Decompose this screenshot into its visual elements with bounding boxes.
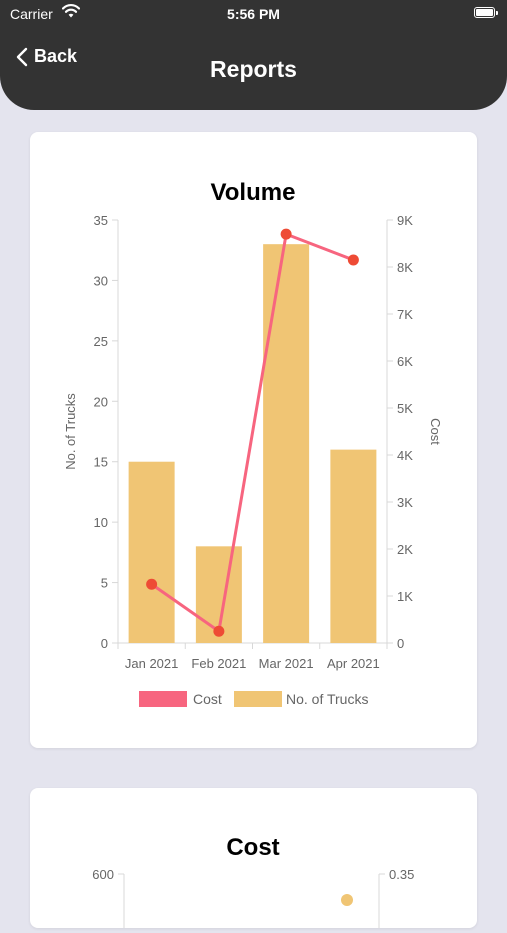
point-cost [146, 578, 158, 590]
x-axis-tick-label: Feb 2021 [191, 656, 246, 671]
right-axis-tick-label: 5K [397, 401, 413, 416]
chevron-left-icon [16, 47, 28, 66]
x-axis-tick-label: Jan 2021 [125, 656, 179, 671]
line-cost [150, 232, 354, 633]
right-axis-tick-label: 3K [397, 495, 413, 510]
back-label: Back [34, 46, 78, 66]
battery-icon [474, 7, 498, 18]
volume-chart: Volume 0 5 10 15 20 25 30 35 No. of Trucks 0 1K 2K 3K… [63, 179, 443, 707]
right-axis-tick-label: 2K [397, 542, 413, 557]
page-title: Reports [210, 56, 297, 82]
left-axis-tick-label: 600 [92, 867, 114, 882]
chart-point [341, 894, 353, 906]
right-axis-label: Cost [428, 418, 443, 445]
legend-label-trucks: No. of Trucks [286, 691, 368, 707]
bar-trucks [128, 461, 175, 643]
carrier-label: Carrier [10, 6, 53, 22]
right-axis-tick-label: 6K [397, 354, 413, 369]
left-axis-label: No. of Trucks [63, 393, 78, 470]
right-axis-tick-label: 0.35 [389, 867, 414, 882]
left-axis-tick-label: 25 [94, 334, 108, 349]
chart-title: Cost [226, 834, 279, 861]
wifi-icon [62, 4, 80, 18]
legend-swatch-trucks [234, 691, 282, 707]
right-axis-tick-label: 1K [397, 589, 413, 604]
volume-chart-card: Volume 0 5 10 15 20 25 30 35 No. of Trucks 0 1K 2K 3K… [30, 132, 477, 748]
x-axis-tick-label: Mar 2021 [259, 656, 314, 671]
bar-trucks [330, 449, 377, 643]
right-axis-tick-label: 0 [397, 636, 404, 651]
left-axis-tick-label: 0 [101, 636, 108, 651]
right-axis-tick-label: 8K [397, 260, 413, 275]
back-button[interactable]: Back [16, 46, 77, 67]
x-axis-tick-label: Apr 2021 [327, 656, 380, 671]
status-time: 5:56 PM [227, 6, 280, 22]
right-axis-tick-label: 7K [397, 307, 413, 322]
right-axis-tick-label: 4K [397, 448, 413, 463]
left-axis-tick-label: 5 [101, 576, 108, 591]
left-axis-tick-label: 15 [94, 455, 108, 470]
left-axis-tick-label: 35 [94, 213, 108, 228]
legend-label-cost: Cost [193, 691, 222, 707]
cost-chart-card: Cost 600 0.35 [30, 788, 477, 928]
left-axis-tick-label: 10 [94, 515, 108, 530]
status-bar: Carrier 5:56 PM [0, 0, 507, 28]
point-cost [213, 625, 225, 637]
point-cost [347, 254, 359, 266]
bar-trucks [263, 244, 310, 643]
chart-title: Volume [211, 179, 296, 206]
legend-swatch-cost [139, 691, 187, 707]
point-cost [280, 228, 292, 240]
cost-chart: Cost 600 0.35 [92, 834, 414, 928]
left-axis-tick-label: 30 [94, 273, 108, 288]
right-axis-tick-label: 9K [397, 213, 413, 228]
left-axis-tick-label: 20 [94, 394, 108, 409]
app-header: Carrier 5:56 PM Back Reports [0, 0, 507, 110]
